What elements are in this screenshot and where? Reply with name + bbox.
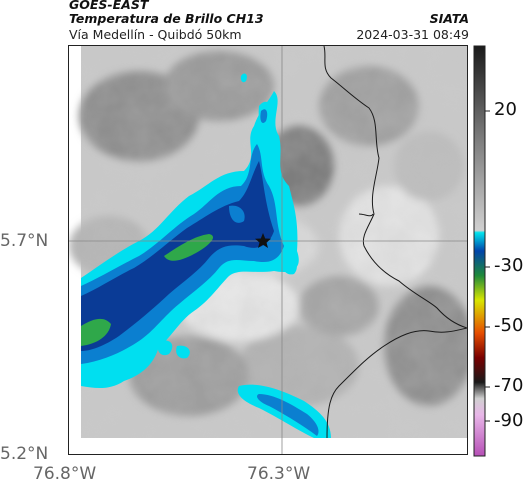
star-icon [255, 233, 271, 248]
location-subtitle: Vía Medellín - Quibdó 50km [69, 27, 242, 42]
colorbar-label: -30 [494, 255, 524, 276]
colorbar [473, 45, 490, 457]
cold-cloud-region [81, 73, 331, 438]
lat-tick-label: 5.2°N [0, 444, 49, 464]
product-title: Temperatura de Brillo CH13 [69, 11, 264, 26]
colorbar-label: 20 [494, 99, 517, 120]
map-frame [68, 45, 474, 455]
colorbar-label: -70 [494, 375, 524, 396]
border-line [323, 45, 468, 329]
lon-tick-label: 76.8°W [33, 464, 97, 484]
timestamp-label: 2024-03-31 08:49 [356, 27, 469, 42]
border-line-3 [326, 327, 468, 439]
brand-label: SIATA [429, 11, 469, 26]
lon-tick-label: 76.3°W [247, 464, 311, 484]
satellite-map [69, 45, 474, 454]
border-line-2 [358, 213, 374, 217]
satellite-title: GOES-EAST [69, 0, 149, 12]
lat-tick-label: 5.7°N [0, 231, 49, 251]
colorbar-label: -50 [494, 315, 524, 336]
colorbar-label: -90 [494, 410, 524, 431]
